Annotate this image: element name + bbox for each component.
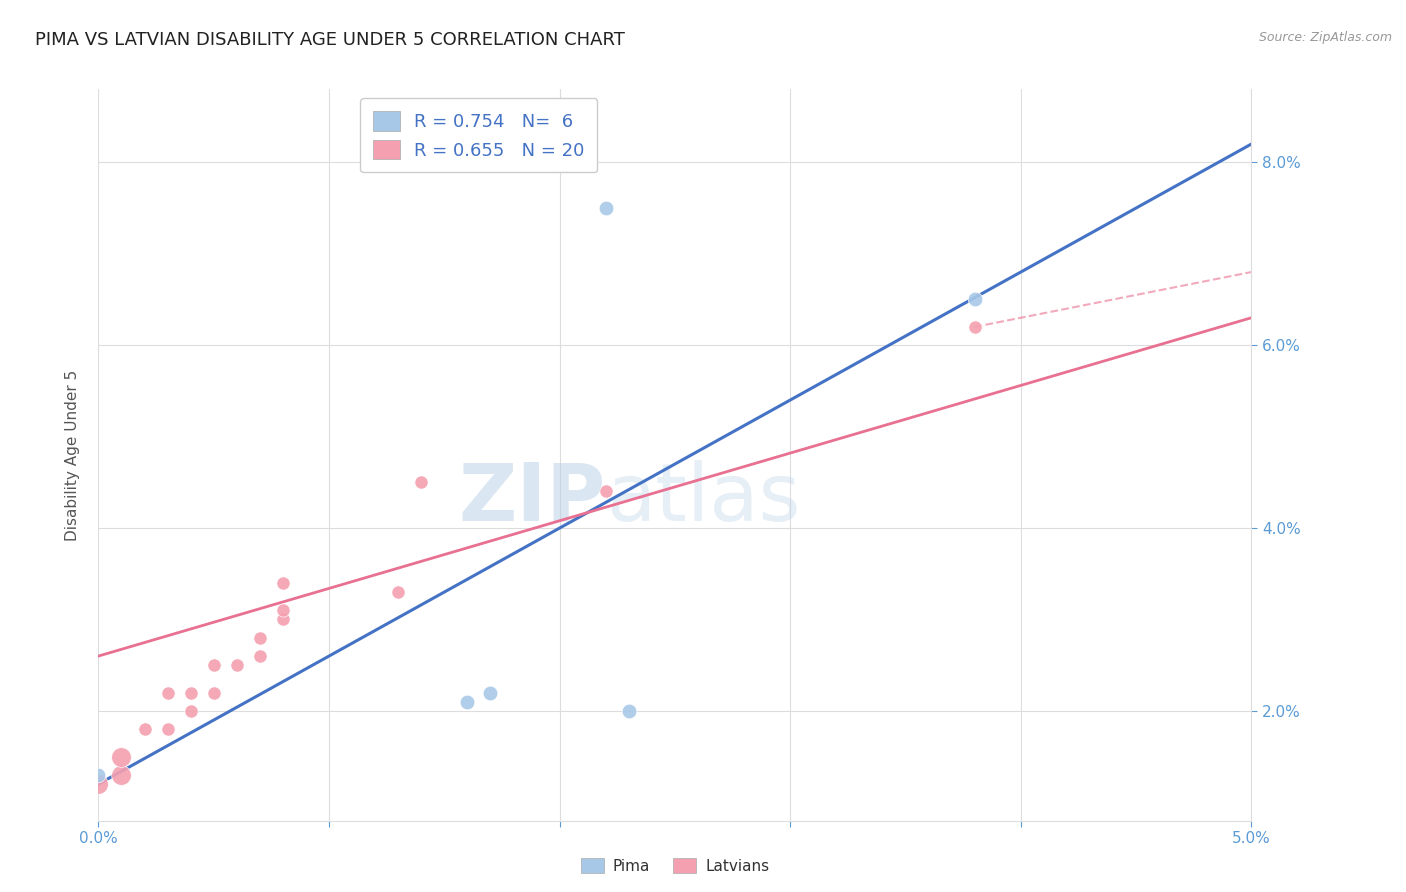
Point [249,631,271,645]
Point [180,704,202,718]
Point [387,585,409,599]
Point [963,293,986,307]
Point [479,686,502,700]
Point [87,777,110,791]
Point [456,695,478,709]
Legend: R = 0.754   N=  6, R = 0.655   N = 20: R = 0.754 N= 6, R = 0.655 N = 20 [360,98,598,172]
Point [180,686,202,700]
Point [271,576,294,591]
Text: PIMA VS LATVIAN DISABILITY AGE UNDER 5 CORRELATION CHART: PIMA VS LATVIAN DISABILITY AGE UNDER 5 C… [35,31,626,49]
Point [202,686,225,700]
Point [156,723,179,737]
Point [110,749,132,764]
Point [249,649,271,664]
Point [963,320,986,334]
Text: Source: ZipAtlas.com: Source: ZipAtlas.com [1258,31,1392,45]
Point [202,658,225,673]
Y-axis label: Disability Age Under 5: Disability Age Under 5 [65,369,80,541]
Point [617,704,640,718]
Text: atlas: atlas [606,459,800,538]
Point [87,768,110,782]
Point [110,768,132,782]
Point [595,484,617,499]
Point [156,686,179,700]
Point [271,613,294,627]
Point [271,603,294,617]
Point [411,475,433,490]
Point [225,658,247,673]
Point [134,723,156,737]
Legend: Pima, Latvians: Pima, Latvians [575,852,775,880]
Point [595,201,617,215]
Text: ZIP: ZIP [458,459,606,538]
